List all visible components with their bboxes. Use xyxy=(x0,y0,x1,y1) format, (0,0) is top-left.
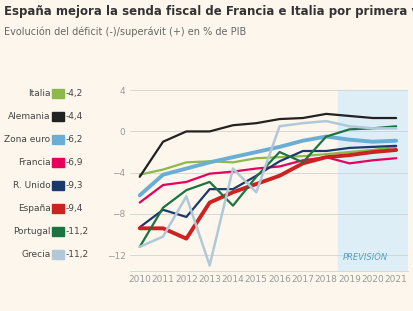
Text: -9,4: -9,4 xyxy=(65,204,83,213)
Text: Francia: Francia xyxy=(18,158,50,167)
Text: -6,2: -6,2 xyxy=(65,135,83,144)
Text: España mejora la senda fiscal de Francia e Italia por primera vez e: España mejora la senda fiscal de Francia… xyxy=(4,5,413,18)
Text: España: España xyxy=(18,204,50,213)
Bar xyxy=(337,90,407,271)
Text: Italia: Italia xyxy=(28,89,50,98)
Text: -9,3: -9,3 xyxy=(65,181,83,190)
Text: -4,2: -4,2 xyxy=(65,89,83,98)
Text: PREVISIÓN: PREVISIÓN xyxy=(342,253,387,262)
Text: -11,2: -11,2 xyxy=(65,227,88,236)
Text: Grecia: Grecia xyxy=(21,250,50,259)
Text: Zona euro: Zona euro xyxy=(5,135,50,144)
Text: -11,2: -11,2 xyxy=(65,250,88,259)
Text: -6,9: -6,9 xyxy=(65,158,83,167)
Text: Portugal: Portugal xyxy=(13,227,50,236)
Text: -4,4: -4,4 xyxy=(65,112,83,121)
Text: R. Unido: R. Unido xyxy=(13,181,50,190)
Text: Alemania: Alemania xyxy=(8,112,50,121)
Text: Evolución del déficit (-)/superávit (+) en % de PIB: Evolución del déficit (-)/superávit (+) … xyxy=(4,26,246,37)
